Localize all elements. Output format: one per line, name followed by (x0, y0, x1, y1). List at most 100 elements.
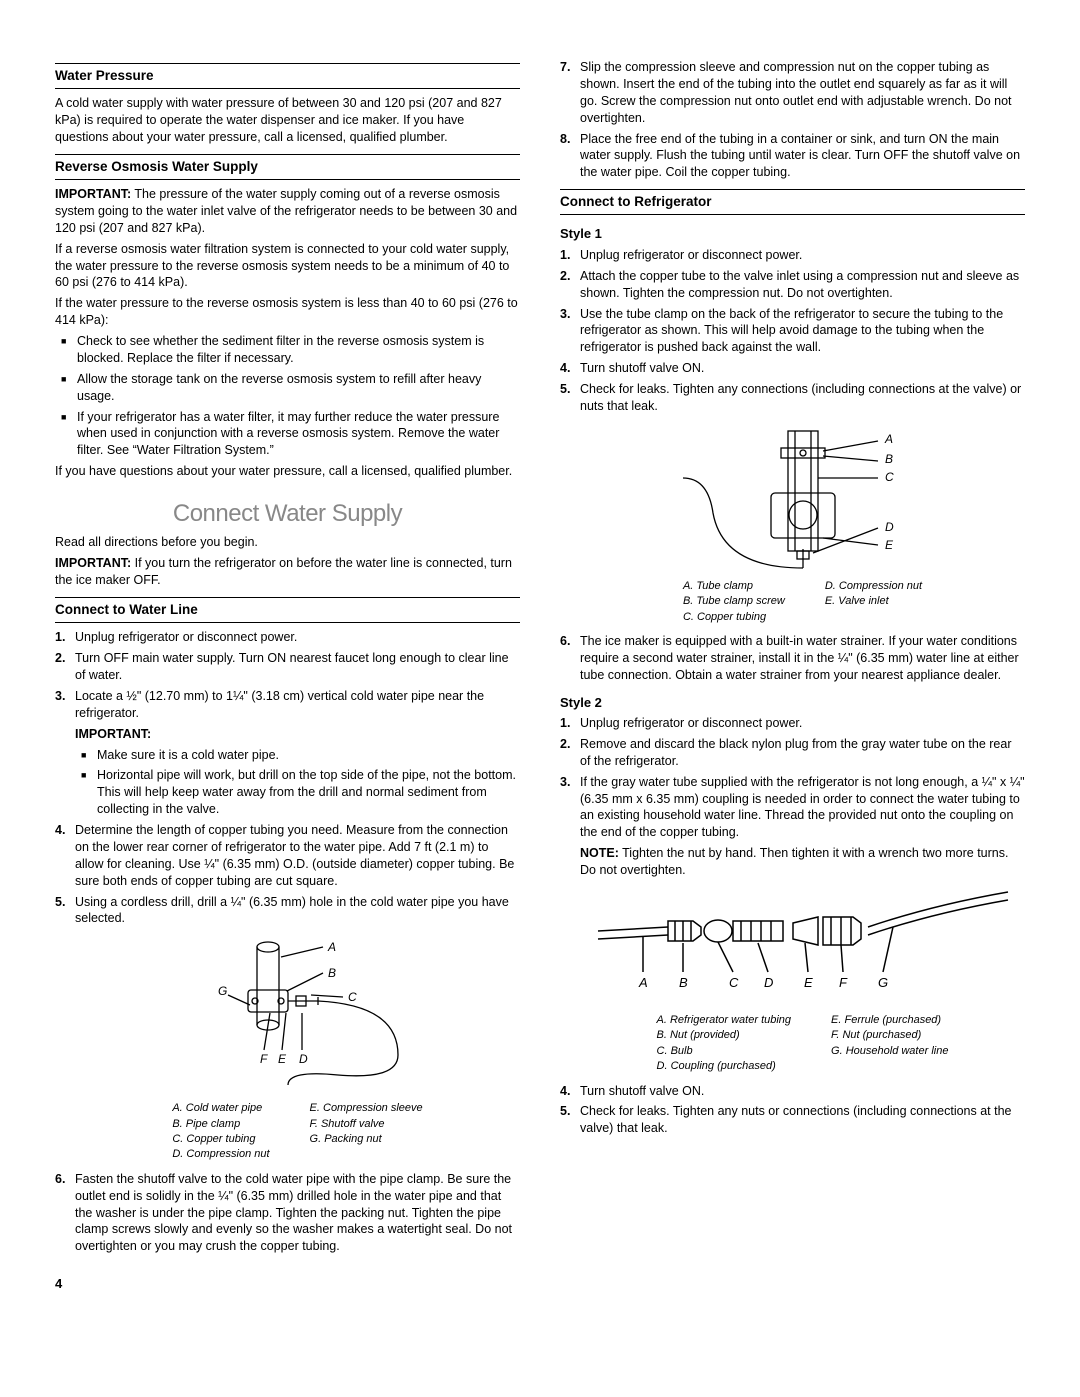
step: Slip the compression sleeve and compress… (580, 59, 1025, 127)
fig-label: E (278, 1052, 287, 1066)
step-text: If the gray water tube supplied with the… (580, 775, 1025, 840)
legend: C. Bulb (657, 1044, 792, 1059)
para: A cold water supply with water pressure … (55, 95, 520, 146)
fig-label: B (328, 966, 336, 980)
fig-label: E (885, 538, 894, 552)
list-item: Check to see whether the sediment filter… (77, 333, 520, 367)
para: If the water pressure to the reverse osm… (55, 295, 520, 329)
legend: B. Tube clamp screw (683, 594, 785, 609)
legend: A. Tube clamp (683, 579, 785, 594)
step: Unplug refrigerator or disconnect power. (580, 715, 1025, 732)
style2-steps: Unplug refrigerator or disconnect power.… (560, 715, 1025, 1137)
step: Locate a ½" (12.70 mm) to 1¼" (3.18 cm) … (75, 688, 520, 818)
step: Check for leaks. Tighten any nuts or con… (580, 1103, 1025, 1137)
list-item: Horizontal pipe will work, but drill on … (97, 767, 520, 818)
heading-connect-refrigerator: Connect to Refrigerator (560, 189, 1025, 215)
page-content: Water Pressure A cold water supply with … (55, 55, 1025, 1293)
nested-bullets: Make sure it is a cold water pipe. Horiz… (97, 747, 520, 819)
note-text: Tighten the nut by hand. Then tighten it… (580, 846, 1008, 877)
step: Unplug refrigerator or disconnect power. (75, 629, 520, 646)
fig-label: E (804, 975, 813, 990)
legend: C. Copper tubing (683, 610, 785, 625)
legend: A. Cold water pipe (172, 1101, 269, 1116)
step: Fasten the shutoff valve to the cold wat… (75, 1171, 520, 1255)
figure-1: A B C D E F G A. Cold water pipe B. Pipe (75, 935, 520, 1163)
step: If the gray water tube supplied with the… (580, 774, 1025, 1075)
step: The ice maker is equipped with a built-i… (580, 633, 1025, 684)
heading-style1: Style 1 (560, 225, 1025, 243)
step: Place the free end of the tubing in a co… (580, 131, 1025, 182)
fig3-legend: A. Refrigerator water tubing B. Nut (pro… (580, 1013, 1025, 1075)
step: Unplug refrigerator or disconnect power. (580, 247, 1025, 264)
step: Determine the length of copper tubing yo… (75, 822, 520, 890)
legend: G. Packing nut (310, 1132, 423, 1147)
fig3-svg: A B C D E F G (593, 887, 1013, 1007)
list-item: Make sure it is a cold water pipe. (97, 747, 520, 764)
figure-3: A B C D E F G A. Refrigerator water tubi… (580, 887, 1025, 1075)
legend: E. Ferrule (purchased) (831, 1013, 948, 1028)
list-item: Allow the storage tank on the reverse os… (77, 371, 520, 405)
legend: G. Household water line (831, 1044, 948, 1059)
heading-reverse-osmosis: Reverse Osmosis Water Supply (55, 154, 520, 180)
heading-style2: Style 2 (560, 694, 1025, 712)
fig2-svg: A B C D E (663, 423, 943, 573)
important-label: IMPORTANT: (55, 187, 131, 201)
fig-label: F (839, 975, 848, 990)
style1-steps: Unplug refrigerator or disconnect power.… (560, 247, 1025, 684)
figure-2: A B C D E A. Tube clamp B. Tube clamp sc… (580, 423, 1025, 625)
para: If a reverse osmosis water filtration sy… (55, 241, 520, 292)
fig-label: B (679, 975, 688, 990)
fig-label: C (348, 990, 357, 1004)
fig1-svg: A B C D E F G (168, 935, 428, 1095)
fig-label: G (878, 975, 888, 990)
step: Using a cordless drill, drill a ¼" (6.35… (75, 894, 520, 1163)
important-label: IMPORTANT: (75, 726, 520, 743)
step: Attach the copper tube to the valve inle… (580, 268, 1025, 302)
note-label: NOTE: (580, 846, 619, 860)
note: NOTE: Tighten the nut by hand. Then tigh… (580, 845, 1025, 879)
fig2-legend: A. Tube clamp B. Tube clamp screw C. Cop… (580, 579, 1025, 625)
step: Turn shutoff valve ON. (580, 360, 1025, 377)
legend: D. Coupling (purchased) (657, 1059, 792, 1074)
section-title-connect-water-supply: Connect Water Supply (55, 498, 520, 530)
legend: B. Nut (provided) (657, 1028, 792, 1043)
legend: F. Nut (purchased) (831, 1028, 948, 1043)
step-text: Check for leaks. Tighten any connections… (580, 382, 1021, 413)
para: Read all directions before you begin. (55, 534, 520, 551)
fig-label: C (885, 470, 894, 484)
fig1-legend: A. Cold water pipe B. Pipe clamp C. Copp… (75, 1101, 520, 1163)
right-column: Slip the compression sleeve and compress… (560, 55, 1025, 1293)
fig-label: F (260, 1052, 268, 1066)
fig-label: A (327, 940, 336, 954)
bullet-list: Check to see whether the sediment filter… (77, 333, 520, 459)
step: Use the tube clamp on the back of the re… (580, 306, 1025, 357)
fig-label: G (218, 984, 227, 998)
steps-list: Unplug refrigerator or disconnect power.… (55, 629, 520, 1255)
legend: C. Copper tubing (172, 1132, 269, 1147)
legend: F. Shutoff valve (310, 1117, 423, 1132)
step-text: Using a cordless drill, drill a ¼" (6.35… (75, 895, 509, 926)
legend: E. Compression sleeve (310, 1101, 423, 1116)
para: If you have questions about your water p… (55, 463, 520, 480)
fig-label: A (884, 432, 893, 446)
para: IMPORTANT: The pressure of the water sup… (55, 186, 520, 237)
list-item: If your refrigerator has a water filter,… (77, 409, 520, 460)
step: Turn shutoff valve ON. (580, 1083, 1025, 1100)
page-number: 4 (55, 1275, 520, 1293)
fig-label: B (885, 452, 893, 466)
step: Check for leaks. Tighten any connections… (580, 381, 1025, 625)
legend: D. Compression nut (172, 1147, 269, 1162)
important-label: IMPORTANT: (55, 556, 131, 570)
legend: D. Compression nut (825, 579, 922, 594)
fig-label: A (638, 975, 648, 990)
heading-connect-water-line: Connect to Water Line (55, 597, 520, 623)
legend: E. Valve inlet (825, 594, 922, 609)
legend: A. Refrigerator water tubing (657, 1013, 792, 1028)
fig-label: D (299, 1052, 308, 1066)
steps-continued: Slip the compression sleeve and compress… (560, 59, 1025, 181)
fig-label: D (764, 975, 773, 990)
fig-label: D (885, 520, 894, 534)
fig-label: C (729, 975, 739, 990)
legend: B. Pipe clamp (172, 1117, 269, 1132)
step-text: Locate a ½" (12.70 mm) to 1¼" (3.18 cm) … (75, 689, 484, 720)
